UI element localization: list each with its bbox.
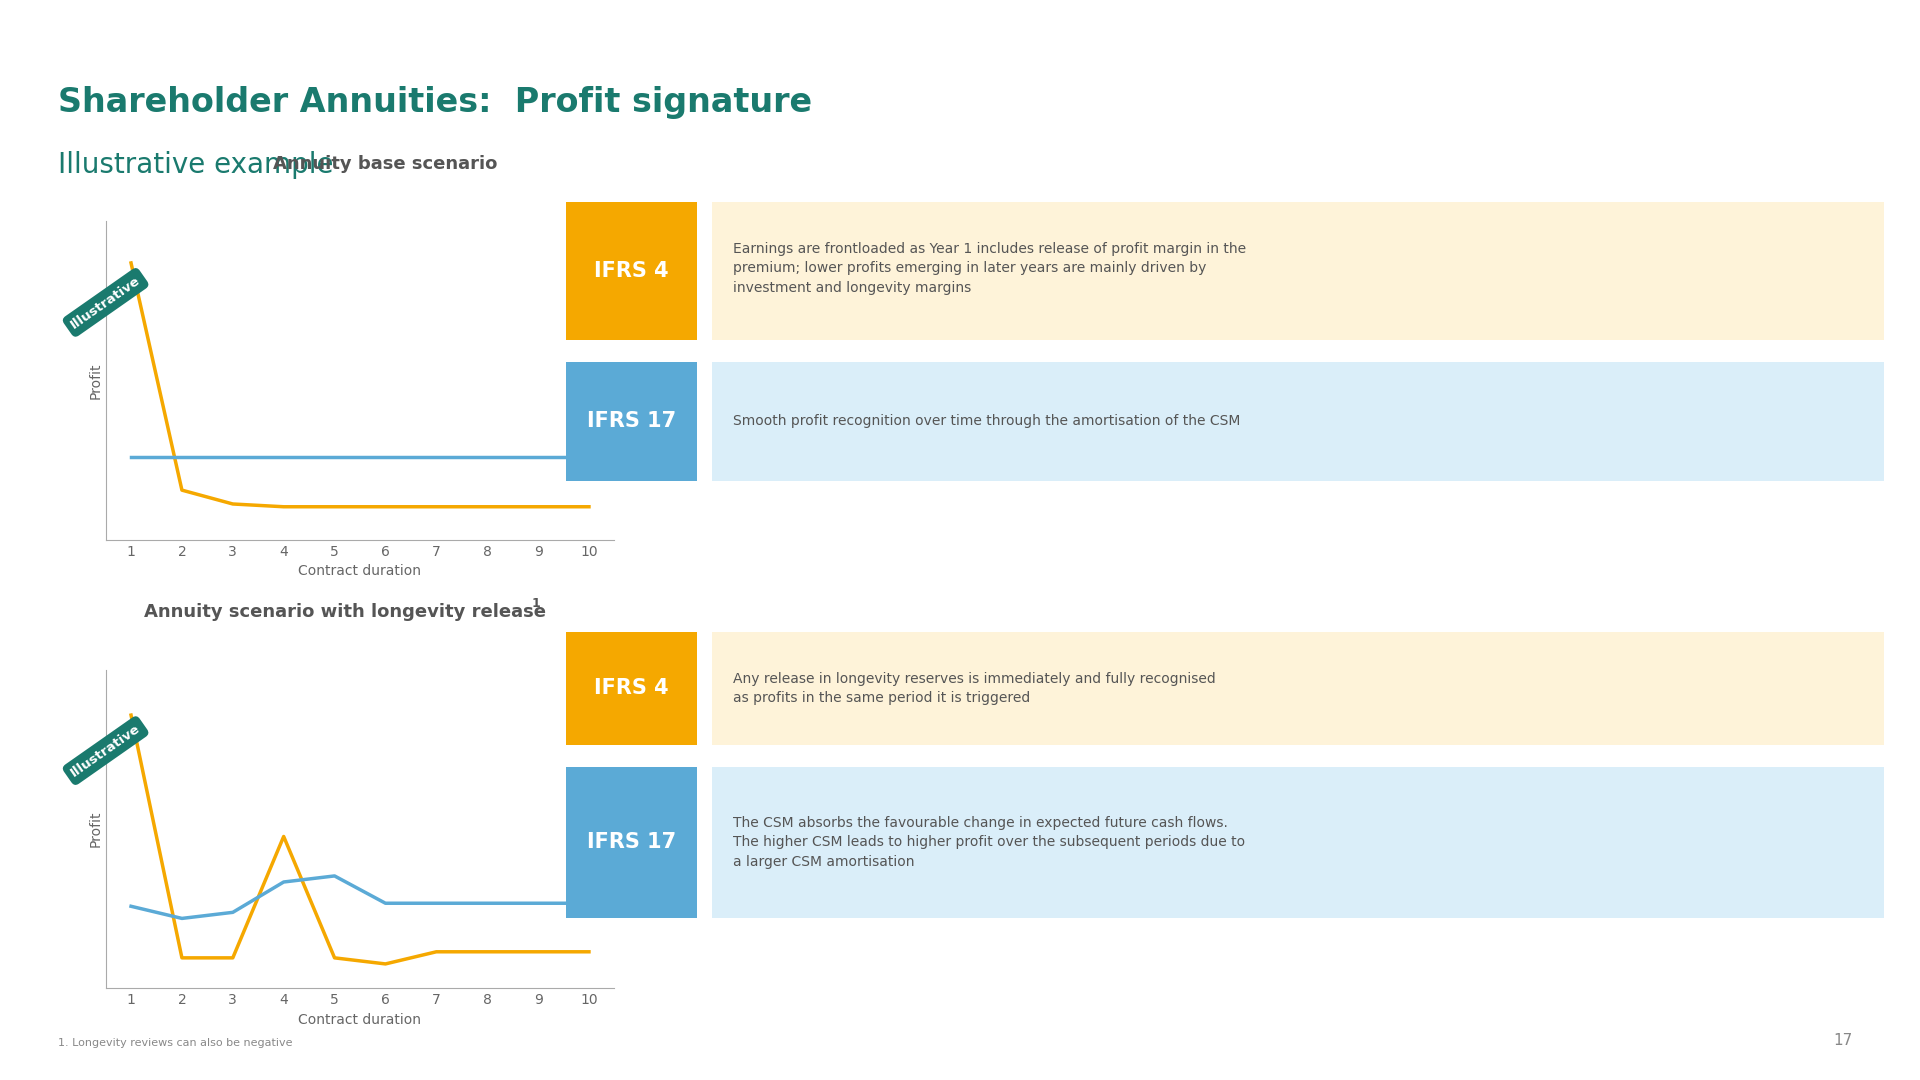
Y-axis label: Profit: Profit [88,363,104,399]
Text: Illustrative: Illustrative [69,273,142,332]
Text: IFRS 17: IFRS 17 [588,833,676,852]
Text: Earnings are frontloaded as Year 1 includes release of profit margin in the
prem: Earnings are frontloaded as Year 1 inclu… [733,242,1246,295]
Text: 17: 17 [1834,1032,1853,1048]
Text: 1: 1 [532,597,541,610]
Text: 1. Longevity reviews can also be negative: 1. Longevity reviews can also be negativ… [58,1038,292,1048]
Y-axis label: Profit: Profit [88,811,104,847]
Text: IFRS 4: IFRS 4 [595,261,668,281]
X-axis label: Contract duration: Contract duration [298,1013,422,1027]
Text: Shareholder Annuities:  Profit signature: Shareholder Annuities: Profit signature [58,86,812,120]
Text: Smooth profit recognition over time through the amortisation of the CSM: Smooth profit recognition over time thro… [733,415,1240,428]
Text: IFRS 17: IFRS 17 [588,411,676,431]
X-axis label: Contract duration: Contract duration [298,565,422,579]
Text: Illustrative example: Illustrative example [58,151,332,179]
Text: Annuity scenario with longevity release: Annuity scenario with longevity release [144,603,545,621]
Text: Any release in longevity reserves is immediately and fully recognised
as profits: Any release in longevity reserves is imm… [733,672,1215,705]
Text: The CSM absorbs the favourable change in expected future cash flows.
The higher : The CSM absorbs the favourable change in… [733,815,1246,869]
Text: Annuity base scenario: Annuity base scenario [273,154,497,173]
Text: IFRS 4: IFRS 4 [595,678,668,699]
Text: Illustrative: Illustrative [69,721,142,780]
